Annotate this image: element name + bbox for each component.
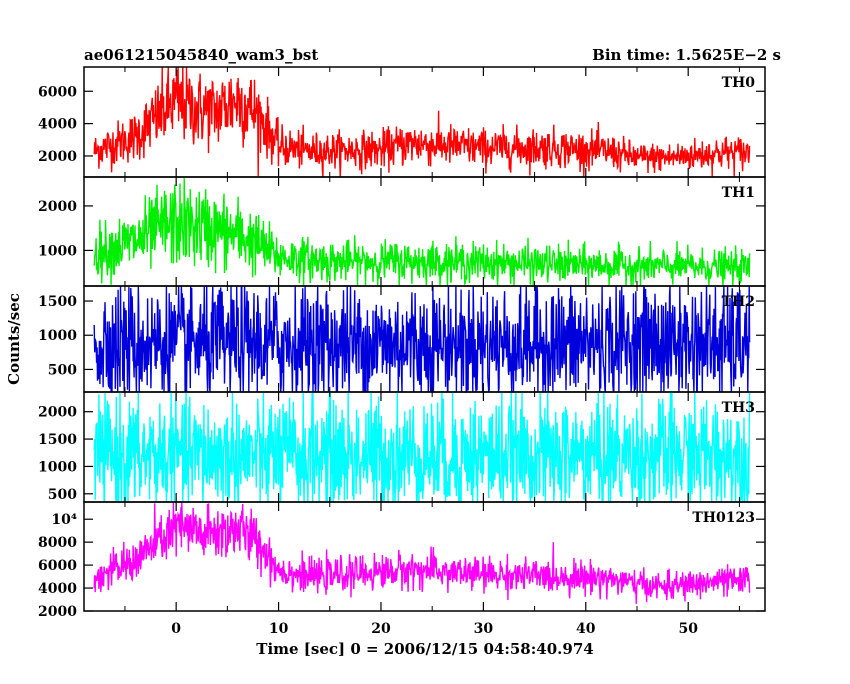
- x-tick-label: 0: [171, 621, 181, 637]
- x-tick-label: 30: [474, 621, 494, 637]
- x-tick-label: 10: [269, 621, 289, 637]
- y-tick-label: 4000: [38, 117, 77, 133]
- y-axis-title: Counts/sec: [5, 293, 23, 385]
- series-line-th3: [93, 392, 751, 503]
- y-tick-label: 10⁴: [51, 512, 77, 528]
- series-line-th0: [93, 67, 751, 177]
- y-tick-label: 2000: [38, 149, 77, 165]
- y-tick-label: 1000: [38, 328, 77, 344]
- y-tick-label: 1000: [38, 243, 77, 259]
- x-tick-label: 20: [371, 621, 391, 637]
- panel-th1: 1000 2000 TH1: [38, 176, 766, 287]
- y-tick-label: 8000: [38, 535, 77, 551]
- y-tick-label: 1000: [38, 459, 77, 475]
- panel-th2: 500 1000 1500 TH2: [38, 285, 766, 394]
- x-tick-label: 50: [678, 621, 698, 637]
- panel-label: TH2: [722, 294, 755, 310]
- y-tick-label: 2000: [38, 604, 77, 620]
- panel-th0: 2000 4000 6000 TH0: [38, 66, 766, 178]
- bin-time-label: Bin time: 1.5625E−2 s: [592, 46, 781, 64]
- series-line-th2: [93, 285, 751, 394]
- y-tick-label: 6000: [38, 558, 77, 574]
- x-tick-label: 40: [576, 621, 596, 637]
- y-tick-label: 2000: [38, 199, 77, 215]
- y-tick-label: 1500: [38, 294, 77, 310]
- x-axis-title: Time [sec] 0 = 2006/12/15 04:58:40.974: [256, 640, 593, 658]
- y-tick-label: 4000: [38, 581, 77, 597]
- panel-label: TH0123: [692, 510, 755, 526]
- y-tick-label: 6000: [38, 84, 77, 100]
- y-tick-label: 500: [48, 487, 77, 503]
- series-line-th0123: [93, 502, 751, 604]
- panel-label: TH1: [722, 185, 755, 201]
- chart-title: ae061215045840_wam3_bst: [84, 46, 318, 64]
- panel-th0123: 2000 4000 6000 8000 10⁴ TH0123: [38, 501, 766, 620]
- y-tick-label: 2000: [38, 405, 77, 421]
- panel-th3: 500 1000 1500 2000 TH3: [38, 391, 766, 503]
- panel-label: TH0: [722, 75, 756, 91]
- panel-label: TH3: [722, 400, 755, 416]
- panel-frame: [83, 501, 766, 612]
- y-tick-label: 500: [48, 362, 77, 378]
- series-line-th1: [93, 178, 751, 286]
- y-tick-label: 1500: [38, 432, 77, 448]
